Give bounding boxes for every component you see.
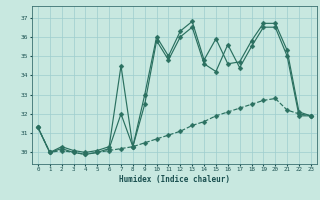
X-axis label: Humidex (Indice chaleur): Humidex (Indice chaleur) — [119, 175, 230, 184]
